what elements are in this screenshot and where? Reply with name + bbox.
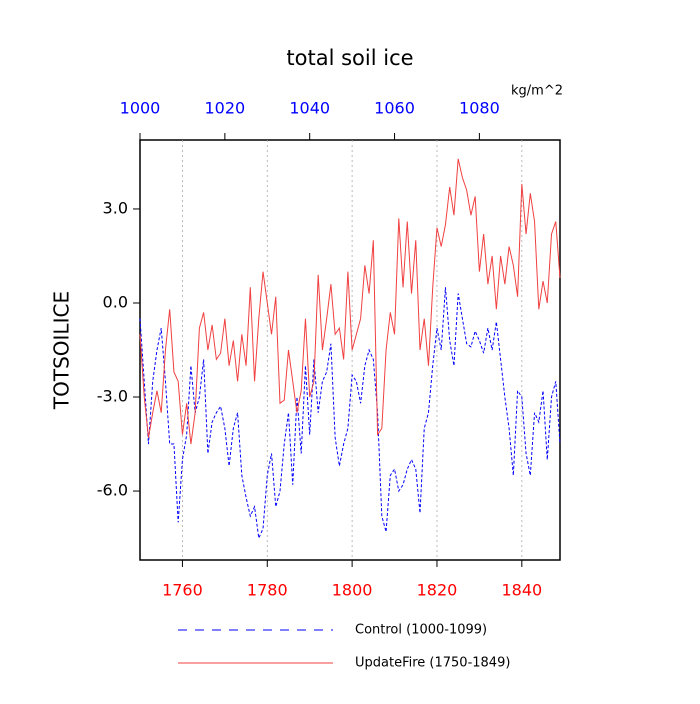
x-tick-label: 1820 xyxy=(417,581,458,600)
unit-label: kg/m^2 xyxy=(511,84,563,99)
series-line xyxy=(139,158,561,445)
chart-title: total soil ice xyxy=(286,46,413,70)
series-line xyxy=(139,287,561,540)
x2-tick-label: 1060 xyxy=(374,99,415,118)
y-tick-label: -6.0 xyxy=(97,481,128,500)
x2-tick-label: 1020 xyxy=(204,99,245,118)
x-tick-label: 1780 xyxy=(247,581,288,600)
x2-tick-label: 1000 xyxy=(120,99,161,118)
x-tick-label: 1760 xyxy=(162,581,203,600)
y-tick-label: 0.0 xyxy=(103,292,128,311)
x-tick-label: 1840 xyxy=(501,581,542,600)
x2-tick-label: 1080 xyxy=(459,99,500,118)
y-axis-label: TOTSOILICE xyxy=(50,291,74,410)
y-tick-label: -3.0 xyxy=(97,387,128,406)
x-tick-label: 1800 xyxy=(332,581,373,600)
legend-label: Control (1000-1099) xyxy=(355,623,487,638)
plot-frame xyxy=(139,139,561,561)
x2-tick-label: 1040 xyxy=(289,99,330,118)
y-tick-label: 3.0 xyxy=(103,198,128,217)
legend-label: UpdateFire (1750-1849) xyxy=(355,656,510,671)
